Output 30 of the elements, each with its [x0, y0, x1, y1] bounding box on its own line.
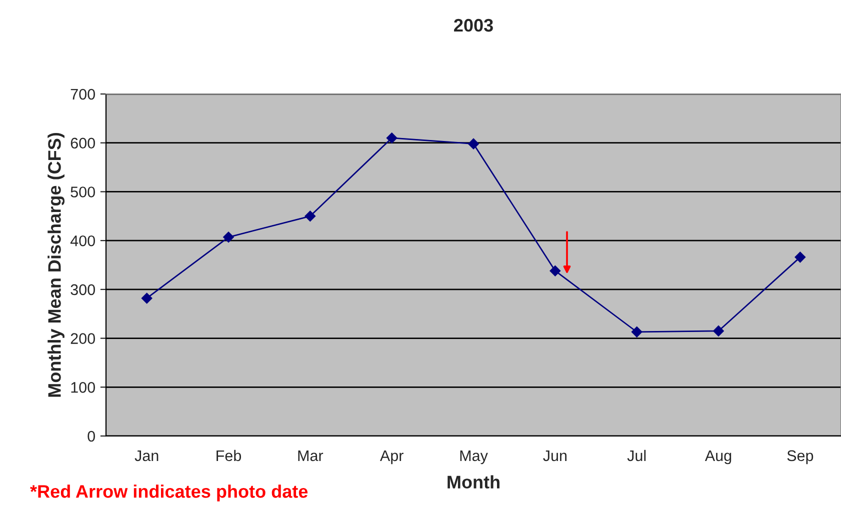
x-tick-label: Jun	[543, 450, 566, 462]
point	[631, 326, 642, 338]
y-tick-label: 0	[88, 430, 95, 442]
point	[468, 138, 479, 150]
y-tick-label: 600	[70, 138, 95, 149]
x-tick-label: May	[460, 450, 488, 464]
point	[794, 252, 806, 263]
point	[304, 210, 316, 222]
y-tick-label: 300	[70, 284, 95, 296]
point	[713, 326, 724, 336]
x-tick-label: Aug	[704, 450, 732, 464]
x-tick-label: Jul	[627, 450, 646, 462]
x-tick-label: Feb	[216, 450, 242, 462]
y-tick-label: 500	[70, 186, 95, 198]
x-tick-label: Apr	[380, 450, 404, 464]
text: *Red Arrow indicates photo date	[30, 484, 308, 502]
point	[386, 132, 398, 144]
chart-title: 2003	[454, 18, 493, 32]
y-tick-label: 400	[70, 235, 95, 246]
y-axis-title: Monthly Mean Discharge (CFS)	[48, 132, 65, 397]
x-tick-label: Sep	[787, 450, 814, 464]
point	[223, 232, 234, 243]
x-tick-label: Jan	[134, 450, 158, 462]
y-tick-label: 100	[71, 382, 95, 393]
x-axis-title: Month	[448, 475, 500, 489]
y-tick-label: 200	[70, 333, 95, 344]
y-tick-label: 700	[70, 88, 95, 100]
point	[141, 292, 152, 304]
x-tick-label: Mar	[298, 450, 324, 462]
point	[550, 265, 561, 276]
